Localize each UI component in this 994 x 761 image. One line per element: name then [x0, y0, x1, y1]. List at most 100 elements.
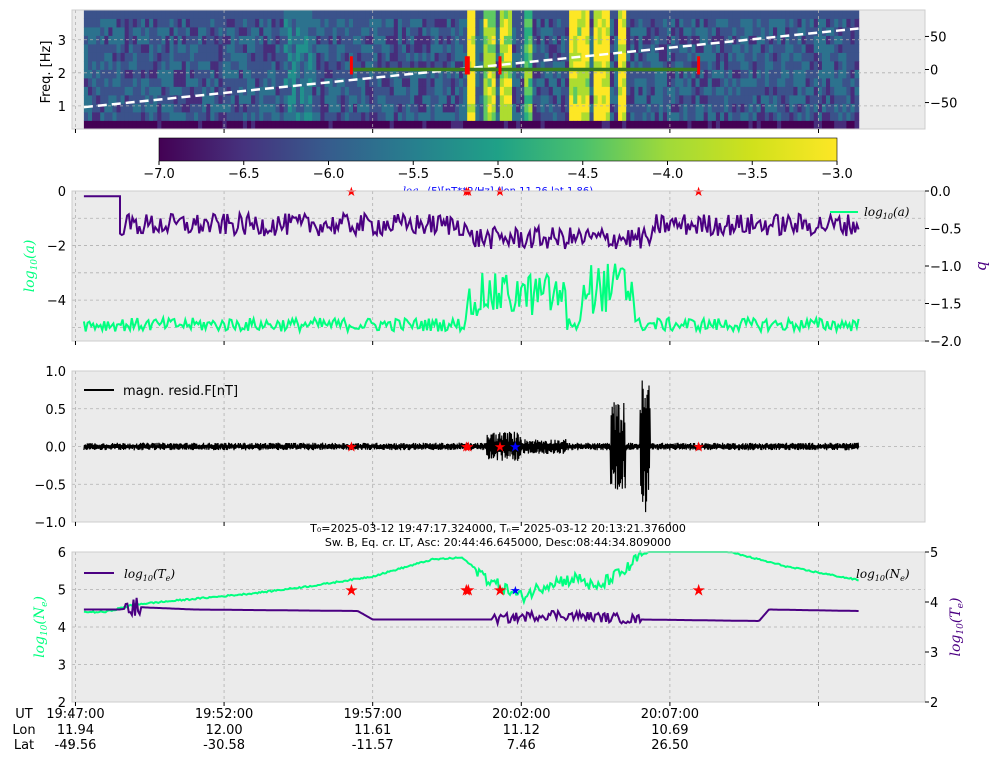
spectrogram-cell: [267, 52, 273, 62]
spectrogram-cell: [548, 52, 554, 62]
spectrogram-cell: [304, 52, 309, 62]
spectrogram-cell: [283, 95, 289, 104]
spectrogram-cell: [454, 120, 460, 130]
spectrogram-cell: [230, 44, 236, 53]
spectrogram-cell: [271, 103, 277, 113]
spectrogram-cell: [679, 44, 684, 53]
spectrogram-cell: [365, 52, 370, 62]
spectrogram-cell: [406, 103, 411, 113]
spectrogram-cell: [650, 103, 656, 113]
spectrogram-cell: [336, 112, 342, 121]
spectrogram-cell: [295, 86, 301, 96]
spectrogram-cell: [112, 27, 118, 36]
spectrogram-cell: [793, 69, 799, 79]
spectrogram-cell: [650, 18, 656, 28]
spectrogram-cell: [251, 69, 256, 79]
spectrogram-cell: [426, 69, 432, 79]
spectrogram-cell: [193, 35, 199, 45]
spectrogram-cell: [381, 18, 387, 28]
plasma-legend-te-label: log10(Te): [124, 567, 175, 583]
colorbar-tick-label: −3.0: [821, 167, 853, 182]
spectrogram-cell: [381, 120, 387, 130]
spectrogram-cell: [768, 103, 774, 113]
spectrogram-cell: [145, 103, 150, 113]
spectrogram-cell: [238, 61, 244, 70]
spectrogram-cell: [524, 120, 529, 130]
spectrogram-cell: [666, 27, 672, 36]
spectrogram-cell: [536, 44, 542, 53]
spectrogram-cell: [226, 78, 232, 87]
spectrogram-cell: [805, 78, 811, 87]
spectrogram-cell: [92, 52, 97, 62]
spectrogram-cell: [703, 27, 709, 36]
spectrogram-cell: [263, 112, 268, 121]
spectrogram-cell: [328, 44, 334, 53]
spectrogram-cell: [238, 103, 244, 113]
spectrogram-cell: [516, 112, 521, 121]
spectrogram-cell: [507, 44, 513, 53]
spectrogram-cell: [732, 18, 737, 28]
spectrogram-cell: [581, 112, 587, 121]
spectrogram-cell: [92, 10, 97, 19]
spectrogram-cell: [781, 35, 786, 45]
spectrogram-cell: [328, 78, 334, 87]
spectrogram-cell: [817, 35, 823, 45]
spectrogram-cell: [438, 120, 444, 130]
spectrogram-cell: [813, 86, 819, 96]
spectrogram-cell: [434, 86, 440, 96]
spectrogram-cell: [626, 52, 631, 62]
spectrogram-cell: [169, 35, 175, 45]
spectrogram-cell: [357, 61, 362, 70]
residual-ytick-label: 1.0: [45, 365, 66, 380]
spectrogram-cell: [781, 120, 786, 130]
spectrogram-cell: [471, 61, 476, 70]
spectrogram-cell: [177, 78, 183, 87]
spectrogram-cell: [699, 35, 705, 45]
spectrogram-cell: [136, 27, 142, 36]
spectrogram-cell: [630, 112, 635, 121]
spectrogram-cell: [744, 103, 750, 113]
spectrogram-cell: [532, 18, 538, 28]
spectrogram-cell: [838, 95, 843, 104]
spectrogram-cell: [516, 10, 521, 19]
spectrogram-cell: [728, 10, 733, 19]
colorbar-tick-label: −5.0: [482, 167, 514, 182]
spectrogram-cell: [830, 69, 835, 79]
spectrogram-cell: [459, 69, 464, 79]
spectrogram-cell: [414, 78, 419, 87]
spectrogram-cell: [222, 120, 228, 130]
spectrogram-cell: [275, 44, 281, 53]
spectrogram-cell: [328, 52, 334, 62]
spectrogram-cell: [512, 78, 517, 87]
spectrogram-cell: [377, 120, 383, 130]
spectrogram-cell: [251, 44, 256, 53]
spectrogram-cell: [426, 27, 432, 36]
spectrogram-cell: [654, 120, 660, 130]
spectrogram-cell: [560, 27, 566, 36]
spectrogram-cell: [817, 27, 823, 36]
spectrogram-cell: [528, 44, 534, 53]
spectrogram-cell: [711, 10, 717, 19]
spectrogram-cell: [202, 18, 207, 28]
spectrogram-cell: [173, 10, 179, 19]
spectrogram-cell: [830, 44, 835, 53]
spectrogram-cell: [821, 44, 827, 53]
spectrogram-cell: [589, 35, 595, 45]
spectrogram-cell: [434, 112, 440, 121]
spectrogram-cell: [128, 18, 134, 28]
spectrogram-cell: [565, 86, 570, 96]
spectrogram-cell: [744, 95, 750, 104]
spectrogram-cell: [699, 69, 705, 79]
plasma-title-line2: Sw. B, Eq. cr. LT, Asc: 20:44:46.645000,…: [325, 536, 671, 549]
spectrogram-cell: [679, 61, 684, 70]
spectrogram-cell: [153, 44, 158, 53]
spectrogram-cell: [124, 103, 130, 113]
spectrogram-cell: [826, 52, 831, 62]
spectrogram-cell: [507, 52, 513, 62]
spectrogram-cell: [230, 78, 236, 87]
spectrogram-cell: [283, 10, 289, 19]
spectrogram-cell: [654, 103, 660, 113]
spectrogram-cell: [581, 95, 587, 104]
spectrogram-cell: [353, 18, 358, 28]
spectrogram-cell: [728, 103, 733, 113]
